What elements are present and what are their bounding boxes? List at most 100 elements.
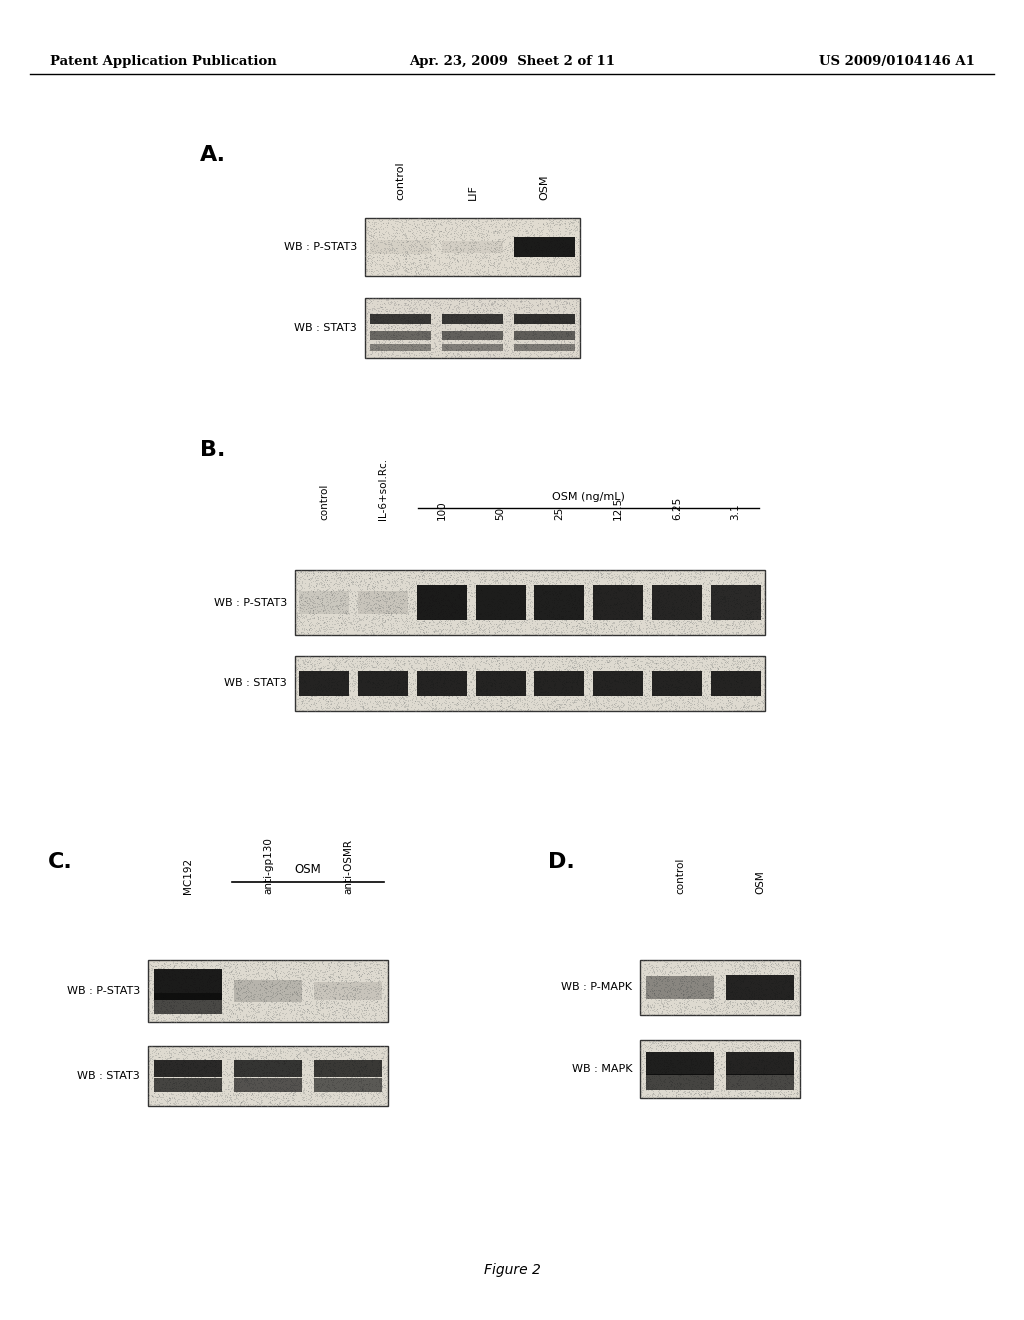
Point: [625, 610, 641, 631]
Point: [740, 562, 757, 583]
Point: [568, 260, 585, 281]
Point: [516, 595, 532, 616]
Point: [253, 1072, 269, 1093]
Point: [717, 589, 733, 610]
Point: [334, 993, 350, 1014]
Point: [481, 309, 498, 330]
Point: [356, 614, 373, 635]
Point: [318, 686, 335, 708]
Point: [373, 561, 389, 582]
Point: [703, 664, 720, 685]
Point: [361, 598, 378, 619]
Point: [647, 693, 664, 714]
Point: [710, 1045, 726, 1067]
Point: [416, 606, 432, 627]
Point: [621, 607, 637, 628]
Point: [639, 614, 655, 635]
Point: [488, 236, 505, 257]
Point: [348, 688, 365, 709]
Point: [265, 1086, 282, 1107]
Point: [567, 684, 584, 705]
Point: [757, 1086, 773, 1107]
Point: [480, 253, 497, 275]
Point: [517, 257, 534, 279]
Point: [383, 614, 399, 635]
Point: [785, 1056, 802, 1077]
Point: [624, 587, 640, 609]
Point: [750, 623, 766, 644]
Point: [692, 605, 709, 626]
Point: [369, 577, 385, 598]
Point: [558, 615, 574, 636]
Point: [653, 697, 670, 718]
Point: [374, 1081, 390, 1102]
Point: [375, 309, 391, 330]
Point: [343, 991, 359, 1012]
Point: [460, 560, 476, 581]
Point: [676, 648, 692, 669]
Point: [157, 1001, 173, 1022]
Point: [398, 216, 415, 238]
Point: [730, 560, 746, 581]
Point: [285, 1094, 301, 1115]
Point: [315, 675, 332, 696]
Point: [470, 302, 486, 323]
Point: [564, 213, 581, 234]
Point: [433, 331, 450, 352]
Point: [742, 612, 759, 634]
Point: [698, 991, 715, 1012]
Point: [718, 1052, 734, 1073]
Point: [284, 995, 300, 1016]
Point: [678, 593, 694, 614]
Point: [477, 243, 494, 264]
Point: [398, 246, 415, 267]
Point: [378, 305, 394, 326]
Point: [743, 591, 760, 612]
Point: [569, 308, 586, 329]
Point: [418, 290, 434, 312]
Point: [771, 1077, 787, 1098]
Point: [492, 606, 508, 627]
Point: [667, 694, 683, 715]
Point: [295, 1080, 311, 1101]
Point: [379, 986, 395, 1007]
Point: [650, 979, 667, 1001]
Bar: [314, 1060, 382, 1077]
Point: [722, 591, 738, 612]
Point: [587, 698, 603, 719]
Point: [466, 218, 482, 239]
Point: [626, 569, 642, 590]
Point: [154, 1048, 170, 1069]
Point: [323, 686, 339, 708]
Point: [638, 664, 654, 685]
Point: [561, 667, 578, 688]
Point: [375, 615, 391, 636]
Point: [316, 964, 333, 985]
Point: [151, 968, 167, 989]
Point: [153, 1045, 169, 1067]
Point: [520, 655, 537, 676]
Point: [383, 675, 399, 696]
Point: [652, 1074, 669, 1096]
Point: [623, 667, 639, 688]
Point: [560, 218, 577, 239]
Point: [241, 1082, 257, 1104]
Point: [517, 619, 534, 640]
Point: [189, 1055, 206, 1076]
Point: [170, 1059, 186, 1080]
Point: [196, 1008, 212, 1030]
Point: [459, 297, 475, 318]
Point: [614, 657, 631, 678]
Point: [732, 1073, 749, 1094]
Point: [599, 581, 615, 602]
Point: [562, 657, 579, 678]
Point: [522, 582, 539, 603]
Point: [345, 1005, 361, 1026]
Point: [306, 1035, 323, 1056]
Point: [687, 565, 703, 586]
Point: [744, 657, 761, 678]
Point: [697, 1073, 714, 1094]
Point: [554, 648, 570, 669]
Point: [536, 661, 552, 682]
Point: [467, 664, 483, 685]
